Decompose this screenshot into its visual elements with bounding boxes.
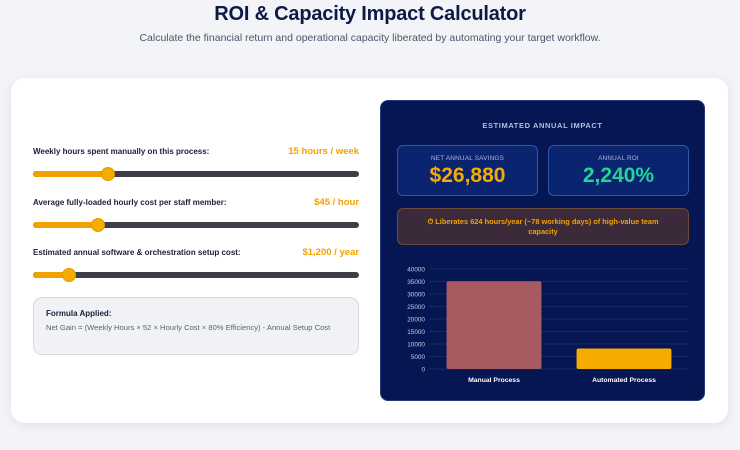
chart-ytick-label: 25000 — [407, 304, 425, 311]
chart-ytick-label: 35000 — [407, 279, 425, 286]
capacity-note: ⏱ Liberates 624 hours/year (~78 working … — [397, 208, 689, 245]
chart-ytick-label: 10000 — [407, 342, 425, 349]
impact-panel: ESTIMATED ANNUAL IMPACT NET ANNUAL SAVIN… — [380, 100, 705, 401]
chart-ytick-label: 40000 — [407, 267, 425, 274]
chart-xtick-label: Manual Process — [468, 377, 520, 384]
savings-bar-chart: 0 5000 10000 15000 20000 25000 30000 35000 40000… — [407, 267, 689, 384]
page-title: ROI & Capacity Impact Calculator — [214, 3, 526, 25]
setup-cost-slider[interactable] — [33, 269, 359, 281]
hourly-cost-slider-fill — [33, 222, 99, 228]
impact-heading: ESTIMATED ANNUAL IMPACT — [482, 121, 603, 130]
weekly-hours-slider-thumb[interactable] — [101, 168, 114, 180]
net-savings-card: NET ANNUAL SAVINGS $26,880 — [397, 145, 538, 196]
input-controls: Weekly hours spent manually on this proc… — [33, 78, 359, 423]
net-savings-value: $26,880 — [429, 164, 506, 187]
page-subtitle: Calculate the financial return and opera… — [139, 32, 601, 44]
hourly-cost-label: Average fully-loaded hourly cost per sta… — [33, 198, 227, 207]
weekly-hours-slider[interactable] — [33, 168, 359, 180]
setup-cost-slider-fill — [33, 272, 69, 278]
chart-ytick-label: 5000 — [411, 354, 426, 361]
hourly-cost-value: $45 / hour — [314, 197, 359, 208]
annual-roi-card: ANNUAL ROI 2,240% — [548, 145, 689, 196]
chart-ytick-label: 15000 — [407, 329, 425, 336]
annual-roi-label: ANNUAL ROI — [598, 155, 639, 162]
weekly-hours-value: 15 hours / week — [288, 146, 359, 157]
chart-xtick-label: Automated Process — [592, 377, 656, 384]
hourly-cost-slider[interactable] — [33, 219, 359, 231]
setup-cost-label: Estimated annual software & orchestratio… — [33, 248, 241, 257]
calculator-card: Weekly hours spent manually on this proc… — [11, 78, 728, 423]
chart-ytick-label: 30000 — [407, 292, 425, 299]
setup-cost-slider-thumb[interactable] — [62, 269, 75, 281]
chart-ytick-label: 20000 — [407, 317, 425, 324]
annual-roi-value: 2,240% — [582, 164, 655, 187]
hourly-cost-slider-thumb[interactable] — [92, 219, 105, 231]
chart-ytick-label: 0 — [421, 367, 425, 374]
weekly-hours-slider-fill — [33, 171, 108, 177]
weekly-hours-label: Weekly hours spent manually on this proc… — [33, 147, 210, 156]
formula-title: Formula Applied: — [46, 309, 112, 318]
chart-bar — [446, 281, 542, 369]
net-savings-label: NET ANNUAL SAVINGS — [430, 155, 505, 162]
setup-cost-value: $1,200 / year — [302, 247, 359, 258]
formula-text: Net Gain = (Weekly Hours × 52 × Hourly C… — [46, 323, 331, 332]
chart-bar — [576, 348, 672, 369]
formula-box: Formula Applied: Net Gain = (Weekly Hour… — [33, 297, 359, 355]
